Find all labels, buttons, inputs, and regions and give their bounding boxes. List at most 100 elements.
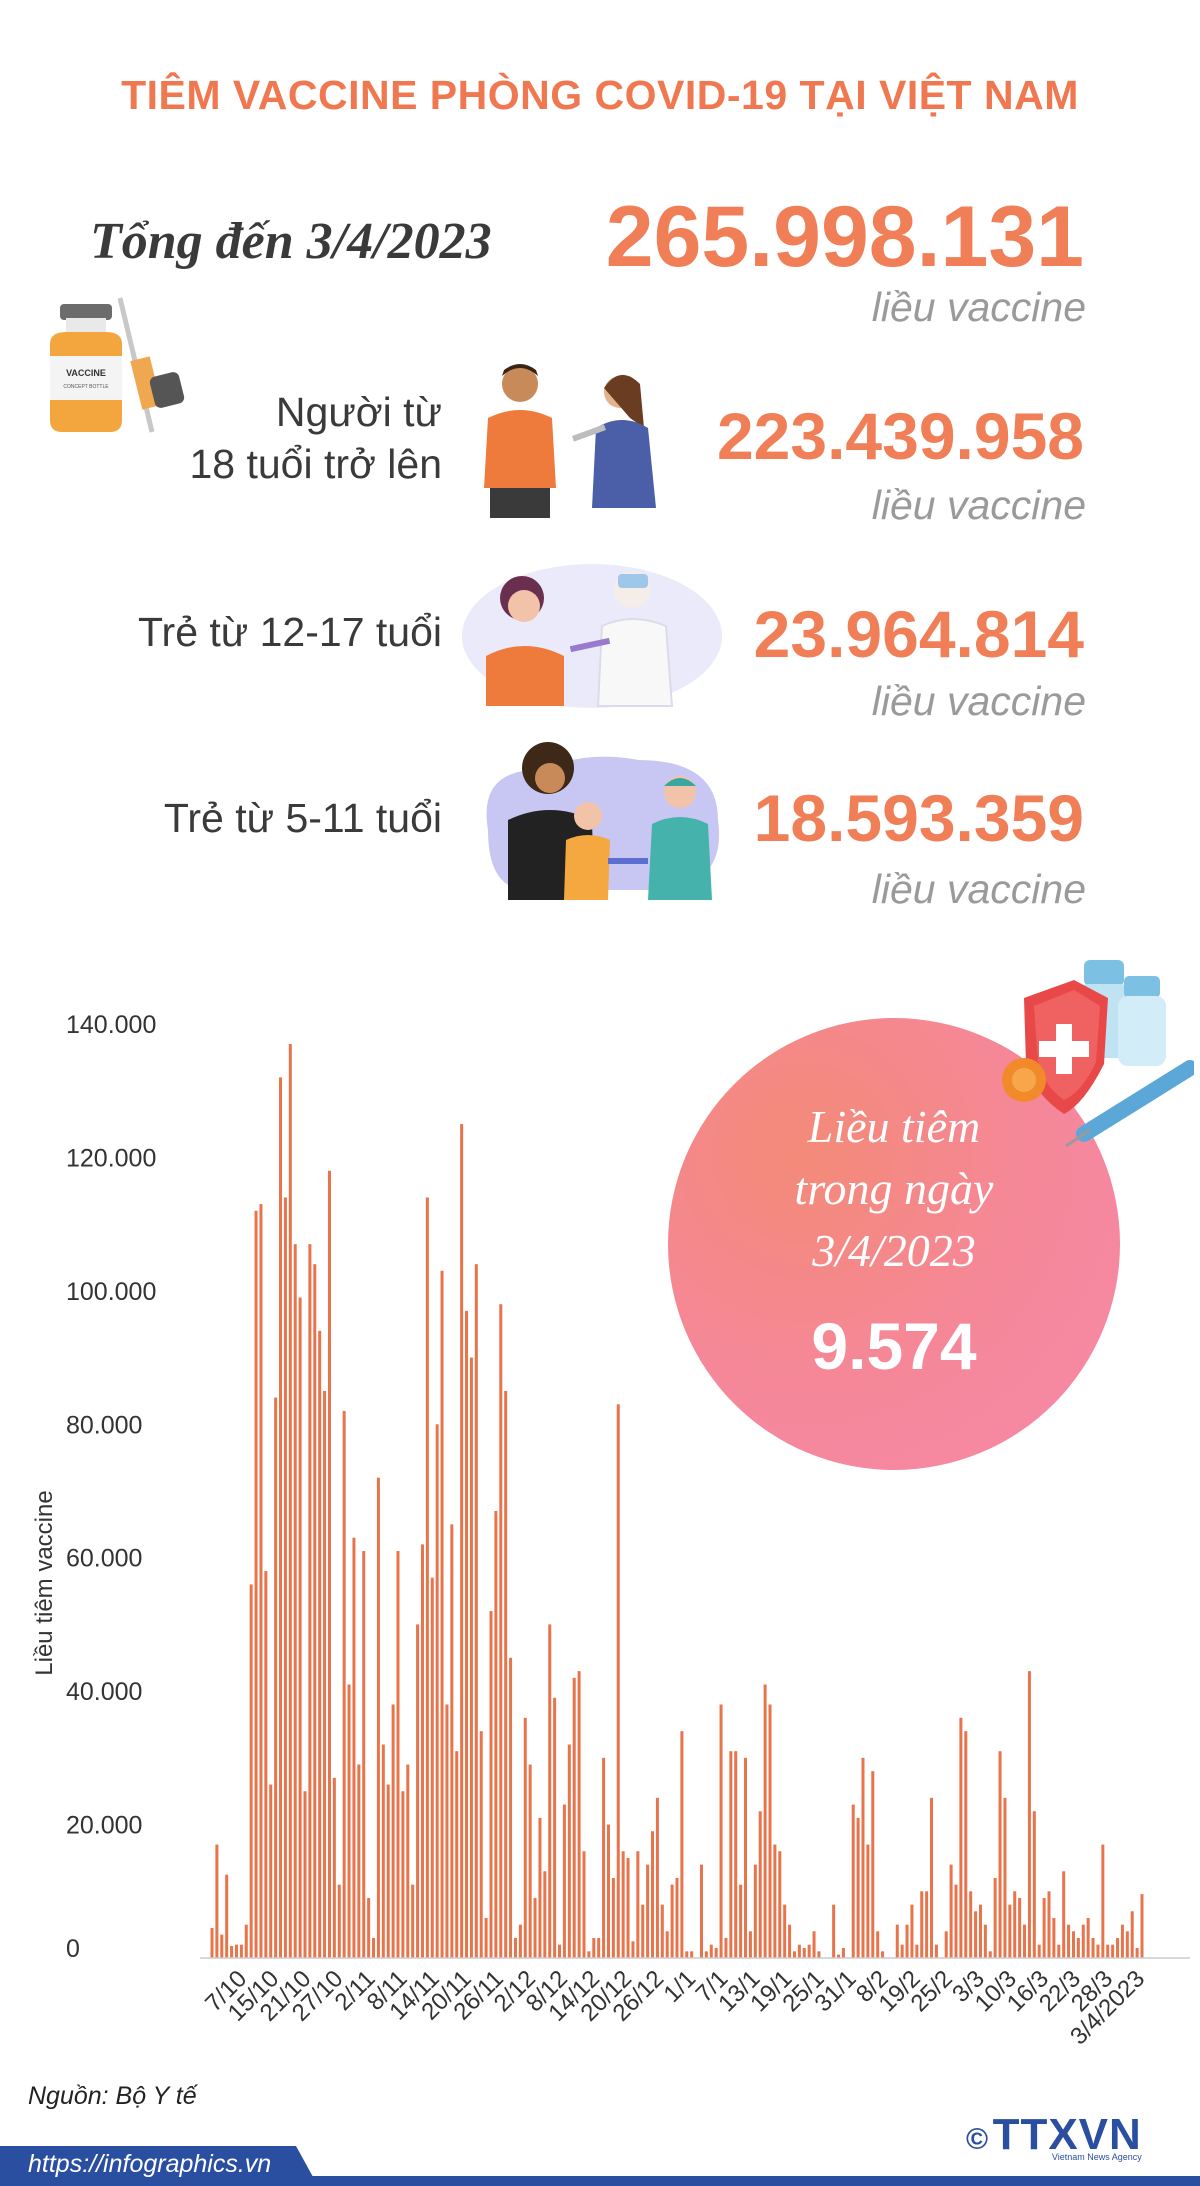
y-tick-label: 120.000 [66,1144,156,1172]
bar [323,1390,327,1958]
bar [925,1891,929,1958]
bar [660,1904,664,1958]
bar [680,1731,684,1958]
medical-shield-icon [1002,960,1194,1148]
bar [504,1390,508,1958]
bar [553,1697,557,1958]
bar [582,1851,586,1958]
group-adults-unit: liều vaccine [871,482,1086,528]
bar [269,1784,273,1958]
bar [675,1877,679,1958]
group-adults-label-line1: Người từ [275,389,442,435]
bar [792,1951,796,1958]
group-kids-value: 18.593.359 [753,781,1084,855]
bar [812,1931,816,1958]
bar [1086,1917,1090,1958]
bar [279,1077,283,1958]
bar [538,1817,542,1958]
bar [416,1624,420,1958]
bar [714,1947,718,1958]
bar [959,1717,963,1958]
bar [1076,1937,1080,1958]
bar [881,1951,885,1958]
callout-line-1: Liều tiêm [807,1101,981,1152]
y-tick-label: 100.000 [66,1278,156,1306]
bar [337,1884,341,1958]
bar [587,1951,591,1958]
vaccine-bottle-icon: VACCINE CONCEPT BOTTLE [50,297,185,433]
bar [665,1931,669,1958]
bar [474,1264,478,1958]
bar [993,1877,997,1958]
bar [1008,1904,1012,1958]
group-kids-unit: liều vaccine [871,866,1086,912]
bar [347,1684,351,1958]
bar [592,1937,596,1958]
bar [934,1944,938,1958]
bar [1130,1911,1134,1958]
bar [1047,1891,1051,1958]
bar [866,1844,870,1958]
bar [915,1944,919,1958]
bar [837,1954,841,1958]
bar [1106,1944,1110,1958]
bar [1081,1924,1085,1958]
bar [1013,1891,1017,1958]
bar [900,1944,904,1958]
bar [646,1864,650,1958]
bar [391,1704,395,1958]
bar [748,1931,752,1958]
bar [465,1310,469,1958]
group-teens-label: Trẻ từ 12-17 tuổi [138,606,442,658]
callout-value: 9.574 [811,1309,977,1383]
y-tick-label: 20.000 [66,1812,142,1840]
bar [758,1811,762,1958]
bar [283,1197,287,1958]
bar [543,1871,547,1958]
bar [1003,1797,1007,1958]
bar [479,1731,483,1958]
bar [856,1817,860,1958]
bar [288,1044,292,1958]
source-note: Nguồn: Bộ Y tế [28,2082,197,2110]
bar [817,1951,821,1958]
bar [1120,1924,1124,1958]
bar [905,1924,909,1958]
bar [895,1924,899,1958]
svg-text:VACCINE: VACCINE [66,368,106,378]
bar [1135,1947,1139,1958]
bar [460,1124,464,1958]
bar [768,1704,772,1958]
bar [220,1934,224,1958]
bar [983,1924,987,1958]
bar [430,1577,434,1958]
bar [362,1551,366,1958]
bar [484,1917,488,1958]
bar [440,1270,444,1958]
y-tick-label: 60.000 [66,1545,142,1573]
bar [734,1751,738,1958]
bar [533,1897,537,1958]
bar [729,1751,733,1958]
infographics-link[interactable]: https://infographics.vn [28,2150,272,2178]
bar [739,1884,743,1958]
bar [783,1904,787,1958]
y-tick-label: 140.000 [66,1011,156,1039]
bar [435,1424,439,1958]
bar [910,1904,914,1958]
bar [651,1831,655,1958]
bar [210,1927,214,1958]
bar [1111,1944,1115,1958]
bar [606,1824,610,1958]
bar [636,1851,640,1958]
bar [611,1877,615,1958]
bar [318,1330,322,1958]
bar [670,1884,674,1958]
bar [1140,1894,1144,1958]
bar [352,1537,356,1958]
bar [1062,1871,1066,1958]
bar [778,1851,782,1958]
bar [357,1764,361,1958]
bar [949,1864,953,1958]
bar [572,1677,576,1958]
